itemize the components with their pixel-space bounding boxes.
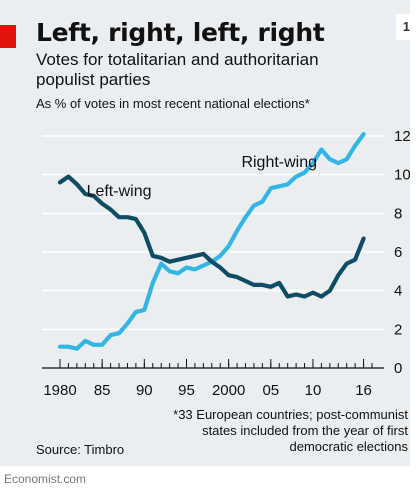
x-tick-label: 05: [262, 382, 279, 399]
x-tick-label: 85: [94, 382, 111, 399]
x-tick-label: 90: [136, 382, 153, 399]
line-chart: 0 2 4 6 8 10 12 1980 85 90 95 2000 05 10 16 Right-wing L…: [42, 128, 410, 399]
y-tick-label: 10: [394, 167, 410, 184]
x-tick-label: 1980: [43, 382, 76, 399]
unit-note: As % of votes in most recent national el…: [36, 96, 310, 111]
x-tick-label: 16: [355, 382, 372, 399]
chart-number-badge: 1: [396, 14, 410, 40]
chart-panel: [0, 0, 410, 466]
brand-tag: [0, 25, 16, 48]
x-tick-label: 2000: [212, 382, 245, 399]
footnote: *33 European countries; post-communist s…: [173, 407, 408, 454]
y-tick-label: 2: [394, 321, 402, 338]
left-wing-series-label: Left-wing: [87, 183, 152, 200]
right-wing-series-line: [57, 132, 366, 351]
right-wing-series-label: Right-wing: [241, 154, 317, 171]
left-wing-series-line: [57, 174, 366, 299]
x-tick-label: 10: [305, 382, 322, 399]
y-tick-label: 4: [394, 283, 402, 300]
y-tick-label: 0: [394, 360, 402, 377]
chart-title: Left, right, left, right: [36, 18, 325, 47]
x-tick-label: 95: [178, 382, 195, 399]
y-tick-label: 8: [394, 205, 402, 222]
site-credit: Economist.com: [4, 472, 87, 486]
source-note: Source: Timbro: [36, 442, 125, 457]
y-tick-label: 6: [394, 244, 402, 261]
chart-subtitle: Votes for totalitarian and authoritarian…: [36, 50, 319, 89]
y-tick-label: 12: [394, 128, 410, 145]
